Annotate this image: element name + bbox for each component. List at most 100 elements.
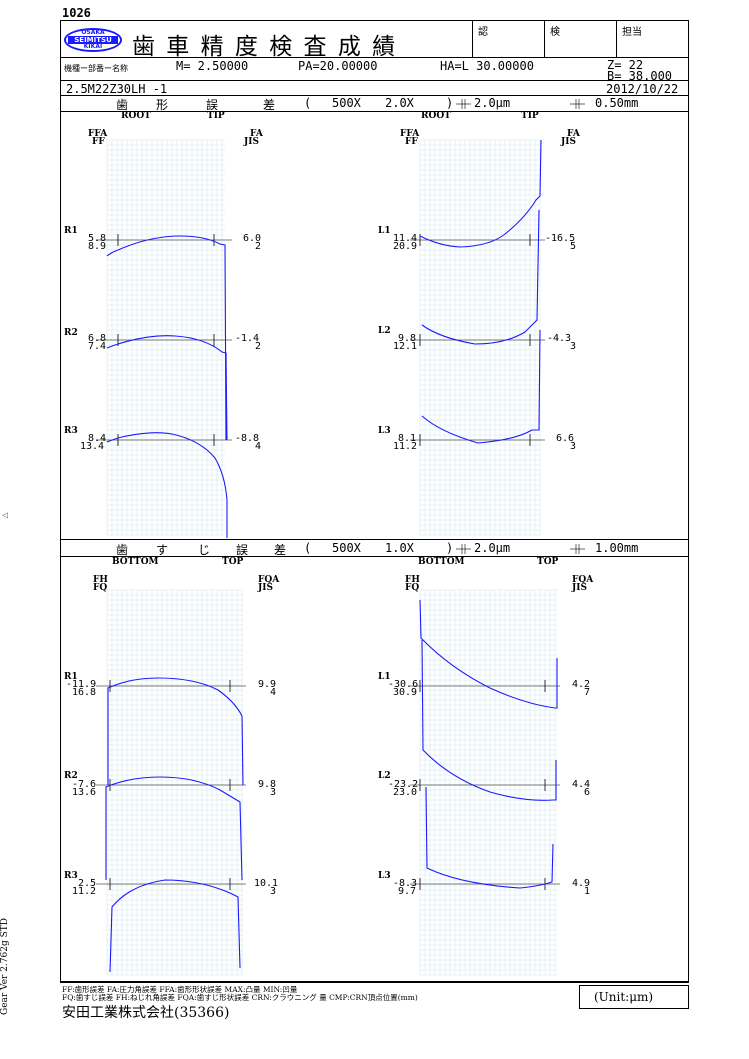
trace-lead-l3 xyxy=(425,786,554,889)
lead-title-1: 歯 xyxy=(116,543,129,557)
trace-profile-r1 xyxy=(106,235,227,441)
lead-header-bottom xyxy=(60,556,689,557)
params-divider xyxy=(60,80,689,81)
trace-value-d: 2 xyxy=(255,341,262,352)
trace-value-c: 9.8 xyxy=(258,779,277,790)
stamp-check: 検 xyxy=(550,27,560,38)
trace-value-d: 5 xyxy=(570,241,577,252)
scale-mark-profile-um xyxy=(456,99,471,109)
trace-value-b: 23.0 xyxy=(393,787,418,798)
trace-value-b: 11.2 xyxy=(393,441,418,452)
trace-id-lead-l3: L3 xyxy=(378,871,391,881)
grid-areas xyxy=(106,139,557,976)
trace-value-b: 11.2 xyxy=(72,886,97,897)
trace-id-lead-r1: R1 xyxy=(64,672,78,682)
profile-header-bottom xyxy=(60,111,689,112)
trace-value-a: -23.2 xyxy=(388,779,419,790)
trace-lead-l1 xyxy=(419,599,558,709)
footer-legend-2: FQ:歯すじ誤差 FH:ねじれ角誤差 FQA:歯すじ形状誤差 CRN:クラウニン… xyxy=(62,993,418,1002)
profile-title-4: 差 xyxy=(263,98,276,112)
trace-profile-l3 xyxy=(421,329,541,444)
report-frame xyxy=(60,20,689,982)
trace-value-d: 6 xyxy=(584,787,591,798)
trace-id-profile-l1: L1 xyxy=(378,226,391,236)
reference-line-lead-r3 xyxy=(96,878,246,890)
lead-paren-open: ( xyxy=(304,541,312,555)
trace-value-b: 13.6 xyxy=(72,787,97,798)
lead-top-right: TOP xyxy=(537,557,559,567)
trace-value-d: 4 xyxy=(270,687,277,698)
lead-scale-um: 2.0μm xyxy=(474,541,511,555)
profile-magnification: 500X xyxy=(332,96,361,110)
trace-value-b: 16.8 xyxy=(72,687,97,698)
footer-legend-1: FF:歯形誤差 FA:圧力角誤差 FFA:歯形形状誤差 MAX:凸量 MIN:凹… xyxy=(62,985,298,994)
profile-ff-left: FF xyxy=(92,137,105,147)
trace-value-a: 11.4 xyxy=(393,233,418,244)
trace-value-a: 5.8 xyxy=(88,233,107,244)
logo-text-3: KIKAI xyxy=(83,43,103,50)
trace-value-b: 8.9 xyxy=(88,241,107,252)
lead-jis-right: JIS xyxy=(572,583,587,593)
lead-fq-left: FQ xyxy=(93,583,108,593)
lead-fh-right: FH xyxy=(405,575,420,585)
trace-value-b: 7.4 xyxy=(88,341,107,352)
profile-tip-left: TIP xyxy=(207,111,225,121)
trace-value-c: -16.5 xyxy=(545,233,576,244)
reference-line-lead-l2 xyxy=(410,779,560,791)
trace-lead-r2 xyxy=(105,776,243,881)
trace-value-d: 7 xyxy=(584,687,591,698)
trace-id-profile-r1: R1 xyxy=(64,226,78,236)
stamp-charge: 担当 xyxy=(622,27,642,38)
grid-lead-right xyxy=(419,589,557,976)
profile-scale-um: 2.0μm xyxy=(474,96,511,110)
reference-line-profile-l3 xyxy=(410,434,545,446)
lead-fh-left: FH xyxy=(93,575,108,585)
scale-mark-lead-mm xyxy=(570,544,585,554)
part-number: 2.5M22Z30LH -1 xyxy=(66,82,168,96)
profile-fa-left: FA xyxy=(250,129,263,139)
profile-jis-left: JIS xyxy=(244,137,259,147)
lead-title-5: 差 xyxy=(274,543,287,557)
profile-ff-right: FF xyxy=(405,137,418,147)
company-logo: OSAKA SEIMITSU KIKAI xyxy=(64,28,122,52)
report-title: 歯 車 精 度 検 査 成 績 xyxy=(132,34,398,60)
profile-scale-mm: 0.50mm xyxy=(595,96,639,110)
lead-title-4: 誤 xyxy=(236,543,249,557)
lead-header-top xyxy=(60,539,689,540)
lead-jis-left: JIS xyxy=(258,583,273,593)
param-pressure-angle: PA=20.00000 xyxy=(298,59,378,73)
lead-top-left: TOP xyxy=(222,557,244,567)
lead-scale-mm: 1.00mm xyxy=(595,541,639,555)
report-date: 2012/10/22 xyxy=(606,82,679,96)
lead-bottom-right: BOTTOM xyxy=(418,557,465,567)
stamp-divider-3 xyxy=(616,20,617,57)
trace-value-d: 3 xyxy=(270,787,277,798)
trace-value-c: -8.8 xyxy=(235,433,260,444)
scale-mark-lead-um xyxy=(456,544,471,554)
reference-line-profile-l2 xyxy=(410,334,545,346)
trace-profile-r3 xyxy=(106,432,228,538)
version-label: Gear Ver 2.762g STD xyxy=(0,918,10,1015)
profile-root-right: ROOT xyxy=(421,111,451,121)
reference-lines xyxy=(96,234,560,890)
param-teeth: Z= 22 xyxy=(607,58,644,72)
stamp-approve: 認 xyxy=(478,27,488,38)
unit-box: (Unit:μm) xyxy=(579,985,689,1009)
param-helix-angle: HA=L 30.00000 xyxy=(440,59,534,73)
trace-value-a: 6.8 xyxy=(88,333,107,344)
trace-id-profile-l2: L2 xyxy=(378,326,391,336)
profile-magnification-2: 2.0X xyxy=(385,96,414,110)
trace-value-c: 6.6 xyxy=(556,433,575,444)
trace-value-d: 3 xyxy=(570,341,577,352)
trace-id-profile-r3: R3 xyxy=(64,426,78,436)
page-number: 1026 xyxy=(62,6,91,20)
trace-id-lead-r2: R2 xyxy=(64,771,78,781)
profile-title-3: 誤 xyxy=(206,98,219,112)
trace-id-profile-r2: R2 xyxy=(64,328,78,338)
trace-value-c: 4.4 xyxy=(572,779,591,790)
trace-id-lead-l1: L1 xyxy=(378,672,391,682)
grid-lead-left xyxy=(106,589,243,976)
trace-value-c: 6.0 xyxy=(243,233,262,244)
profile-title-2: 形 xyxy=(156,98,169,112)
